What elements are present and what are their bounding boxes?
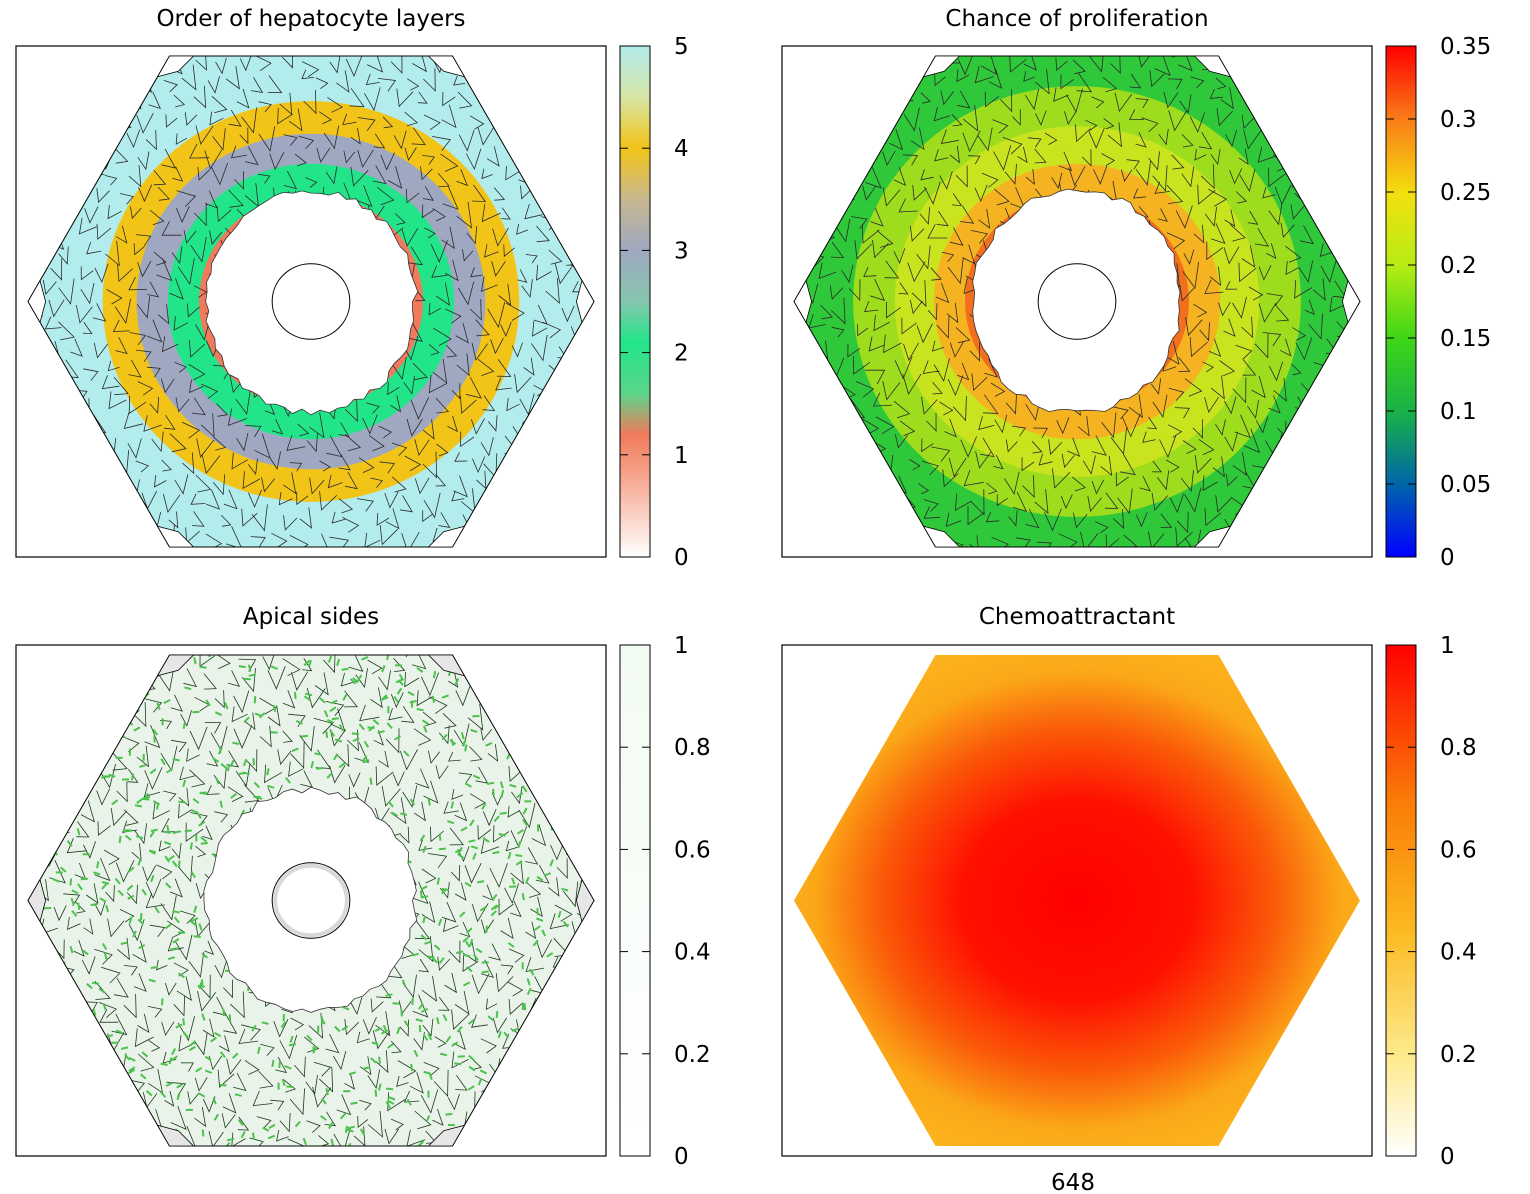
colorbar-tick-label: 0.8 xyxy=(1440,735,1477,761)
colorbar-gradient xyxy=(620,46,650,557)
colorbar: 0 1 2 3 4 5 xyxy=(619,34,689,571)
colorbar-tick-label: 0 xyxy=(1440,1144,1455,1170)
colorbar-frame xyxy=(1385,644,1417,1157)
colorbar-frame xyxy=(619,644,651,1157)
colorbar-tick-label: 0.6 xyxy=(1440,837,1477,863)
portal-gap xyxy=(27,878,47,923)
panel-title: Apical sides xyxy=(243,604,379,630)
colorbar-tick-label: 0 xyxy=(1440,545,1455,571)
portal-gap xyxy=(575,279,595,324)
colorbar-tick-label: 0.1 xyxy=(1440,399,1477,425)
colorbar-tick-label: 5 xyxy=(674,34,689,60)
colorbar-tick-label: 4 xyxy=(674,136,689,162)
central-vein-rim xyxy=(273,863,349,938)
portal-gap xyxy=(427,1124,466,1147)
portal-gap xyxy=(156,525,195,548)
portal-gap xyxy=(575,878,595,923)
heatmap-plot xyxy=(27,654,595,1147)
panel-layers: Order of hepatocyte layers 0 1 2 3 4 5 xyxy=(15,6,689,571)
chemoattractant-field xyxy=(794,655,1360,1146)
colorbar-tick-label: 0.3 xyxy=(1440,107,1477,133)
plot-frame xyxy=(781,644,1373,1157)
portal-gap xyxy=(793,279,813,324)
panel-proliferation: Chance of proliferation 00.050.10.150.20… xyxy=(781,6,1491,571)
colorbar: 0 0.2 0.4 0.6 0.8 1 xyxy=(1385,633,1477,1170)
portal-gap xyxy=(1193,525,1232,548)
panel-title: Order of hepatocyte layers xyxy=(156,6,465,32)
colorbar-tick-label: 0.15 xyxy=(1440,326,1491,352)
colorbar-tick-label: 1 xyxy=(674,443,689,469)
portal-gap xyxy=(427,55,466,78)
colorbar-frame xyxy=(1385,45,1417,558)
portal-gap xyxy=(427,525,466,548)
heatmap-plot xyxy=(27,55,595,548)
portal-gap xyxy=(427,654,466,677)
colorbar-gradient xyxy=(620,645,650,1156)
panel-title: Chance of proliferation xyxy=(945,6,1208,32)
colorbar-tick-label: 0.2 xyxy=(1440,253,1477,279)
heatmap-plot xyxy=(793,55,1361,548)
central-vein xyxy=(271,862,351,939)
colorbar-tick-label: 3 xyxy=(674,238,689,264)
colorbar-tick-label: 0.4 xyxy=(674,940,711,966)
panel-title: Chemoattractant xyxy=(979,604,1175,630)
panel-apical: Apical sides 0 0.2 0.4 0.6 0.8 1 xyxy=(15,604,711,1170)
plot-frame xyxy=(781,45,1373,558)
colorbar-tick-label: 1 xyxy=(1440,633,1455,659)
portal-gap xyxy=(27,279,47,324)
colorbar-tick-label: 0.8 xyxy=(674,735,711,761)
portal-gap xyxy=(1193,55,1232,78)
colorbar-tick-label: 0.25 xyxy=(1440,180,1491,206)
heatmap-plot xyxy=(794,655,1360,1146)
colorbar-tick-label: 0.35 xyxy=(1440,34,1491,60)
plot-frame xyxy=(15,45,607,558)
portal-gap xyxy=(922,55,961,78)
colorbar-frame xyxy=(619,45,651,558)
colorbar: 0 0.05 0.1 0.15 0.2 0.25 0.3 0.35 xyxy=(1385,34,1491,571)
colorbar-tick-label: 2 xyxy=(674,341,689,367)
panel-chemoattractant: Chemoattractant 0 0.2 0.4 0.6 0.8 1 xyxy=(781,604,1477,1170)
colorbar-tick-label: 0.6 xyxy=(674,837,711,863)
colorbar: 0 0.2 0.4 0.6 0.8 1 xyxy=(619,633,711,1170)
frame-number-label: 648 xyxy=(1051,1170,1095,1194)
portal-gap xyxy=(156,1124,195,1147)
colorbar-tick-label: 1 xyxy=(674,633,689,659)
colorbar-tick-label: 0.2 xyxy=(674,1042,711,1068)
colorbar-tick-label: 0.4 xyxy=(1440,940,1477,966)
portal-gap xyxy=(156,55,195,78)
colorbar-tick-label: 0.2 xyxy=(1440,1042,1477,1068)
colorbar-tick-label: 0 xyxy=(674,545,689,571)
colorbar-gradient xyxy=(1386,645,1416,1156)
plot-frame xyxy=(15,644,607,1157)
portal-gap xyxy=(922,525,961,548)
portal-gap xyxy=(156,654,195,677)
colorbar-tick-label: 0.05 xyxy=(1440,472,1491,498)
portal-gap xyxy=(1341,279,1361,324)
central-vein xyxy=(271,263,351,340)
colorbar-tick-label: 0 xyxy=(674,1144,689,1170)
colorbar-gradient xyxy=(1386,46,1416,557)
central-vein xyxy=(1037,263,1117,340)
